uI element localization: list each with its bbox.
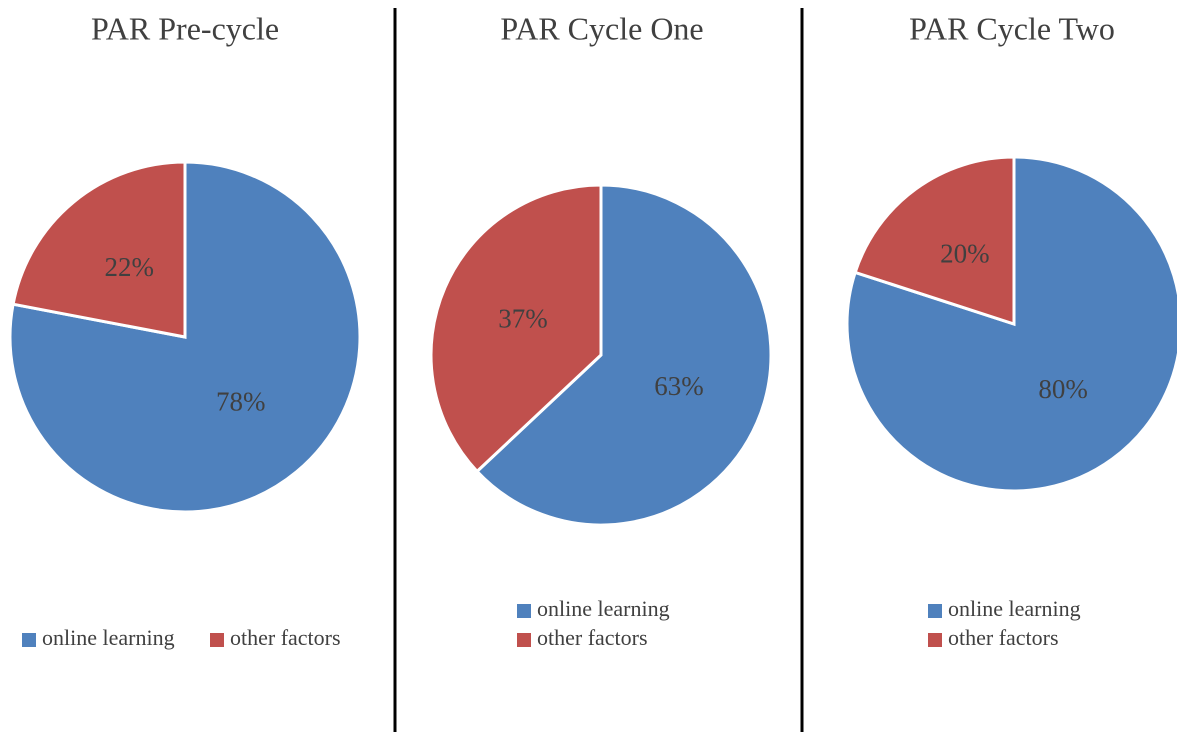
chart-title: PAR Pre-cycle: [91, 10, 279, 46]
data-label: 80%: [1038, 374, 1088, 404]
legend-label: other factors: [230, 625, 341, 650]
data-label: 63%: [654, 371, 704, 401]
legend-swatch: [928, 633, 942, 647]
pie-slice: [11, 160, 187, 339]
data-label: 22%: [104, 252, 154, 282]
pie-slice: [429, 183, 603, 474]
legend-swatch: [22, 633, 36, 647]
chart-title: PAR Cycle Two: [909, 10, 1115, 46]
data-label: 20%: [940, 239, 990, 269]
data-label: 37%: [498, 303, 548, 333]
chart-title: PAR Cycle One: [500, 10, 703, 46]
pie-slice: [853, 155, 1016, 327]
data-label: 78%: [216, 387, 266, 417]
legend-swatch: [928, 604, 942, 618]
pie-slice: [474, 183, 773, 527]
legend-label: online learning: [948, 596, 1081, 621]
legend-swatch: [517, 633, 531, 647]
legend-swatch: [210, 633, 224, 647]
legend-swatch: [517, 604, 531, 618]
legend-label: online learning: [537, 596, 670, 621]
legend-label: online learning: [42, 625, 175, 650]
legend-label: other factors: [948, 625, 1059, 650]
legend-label: other factors: [537, 625, 648, 650]
